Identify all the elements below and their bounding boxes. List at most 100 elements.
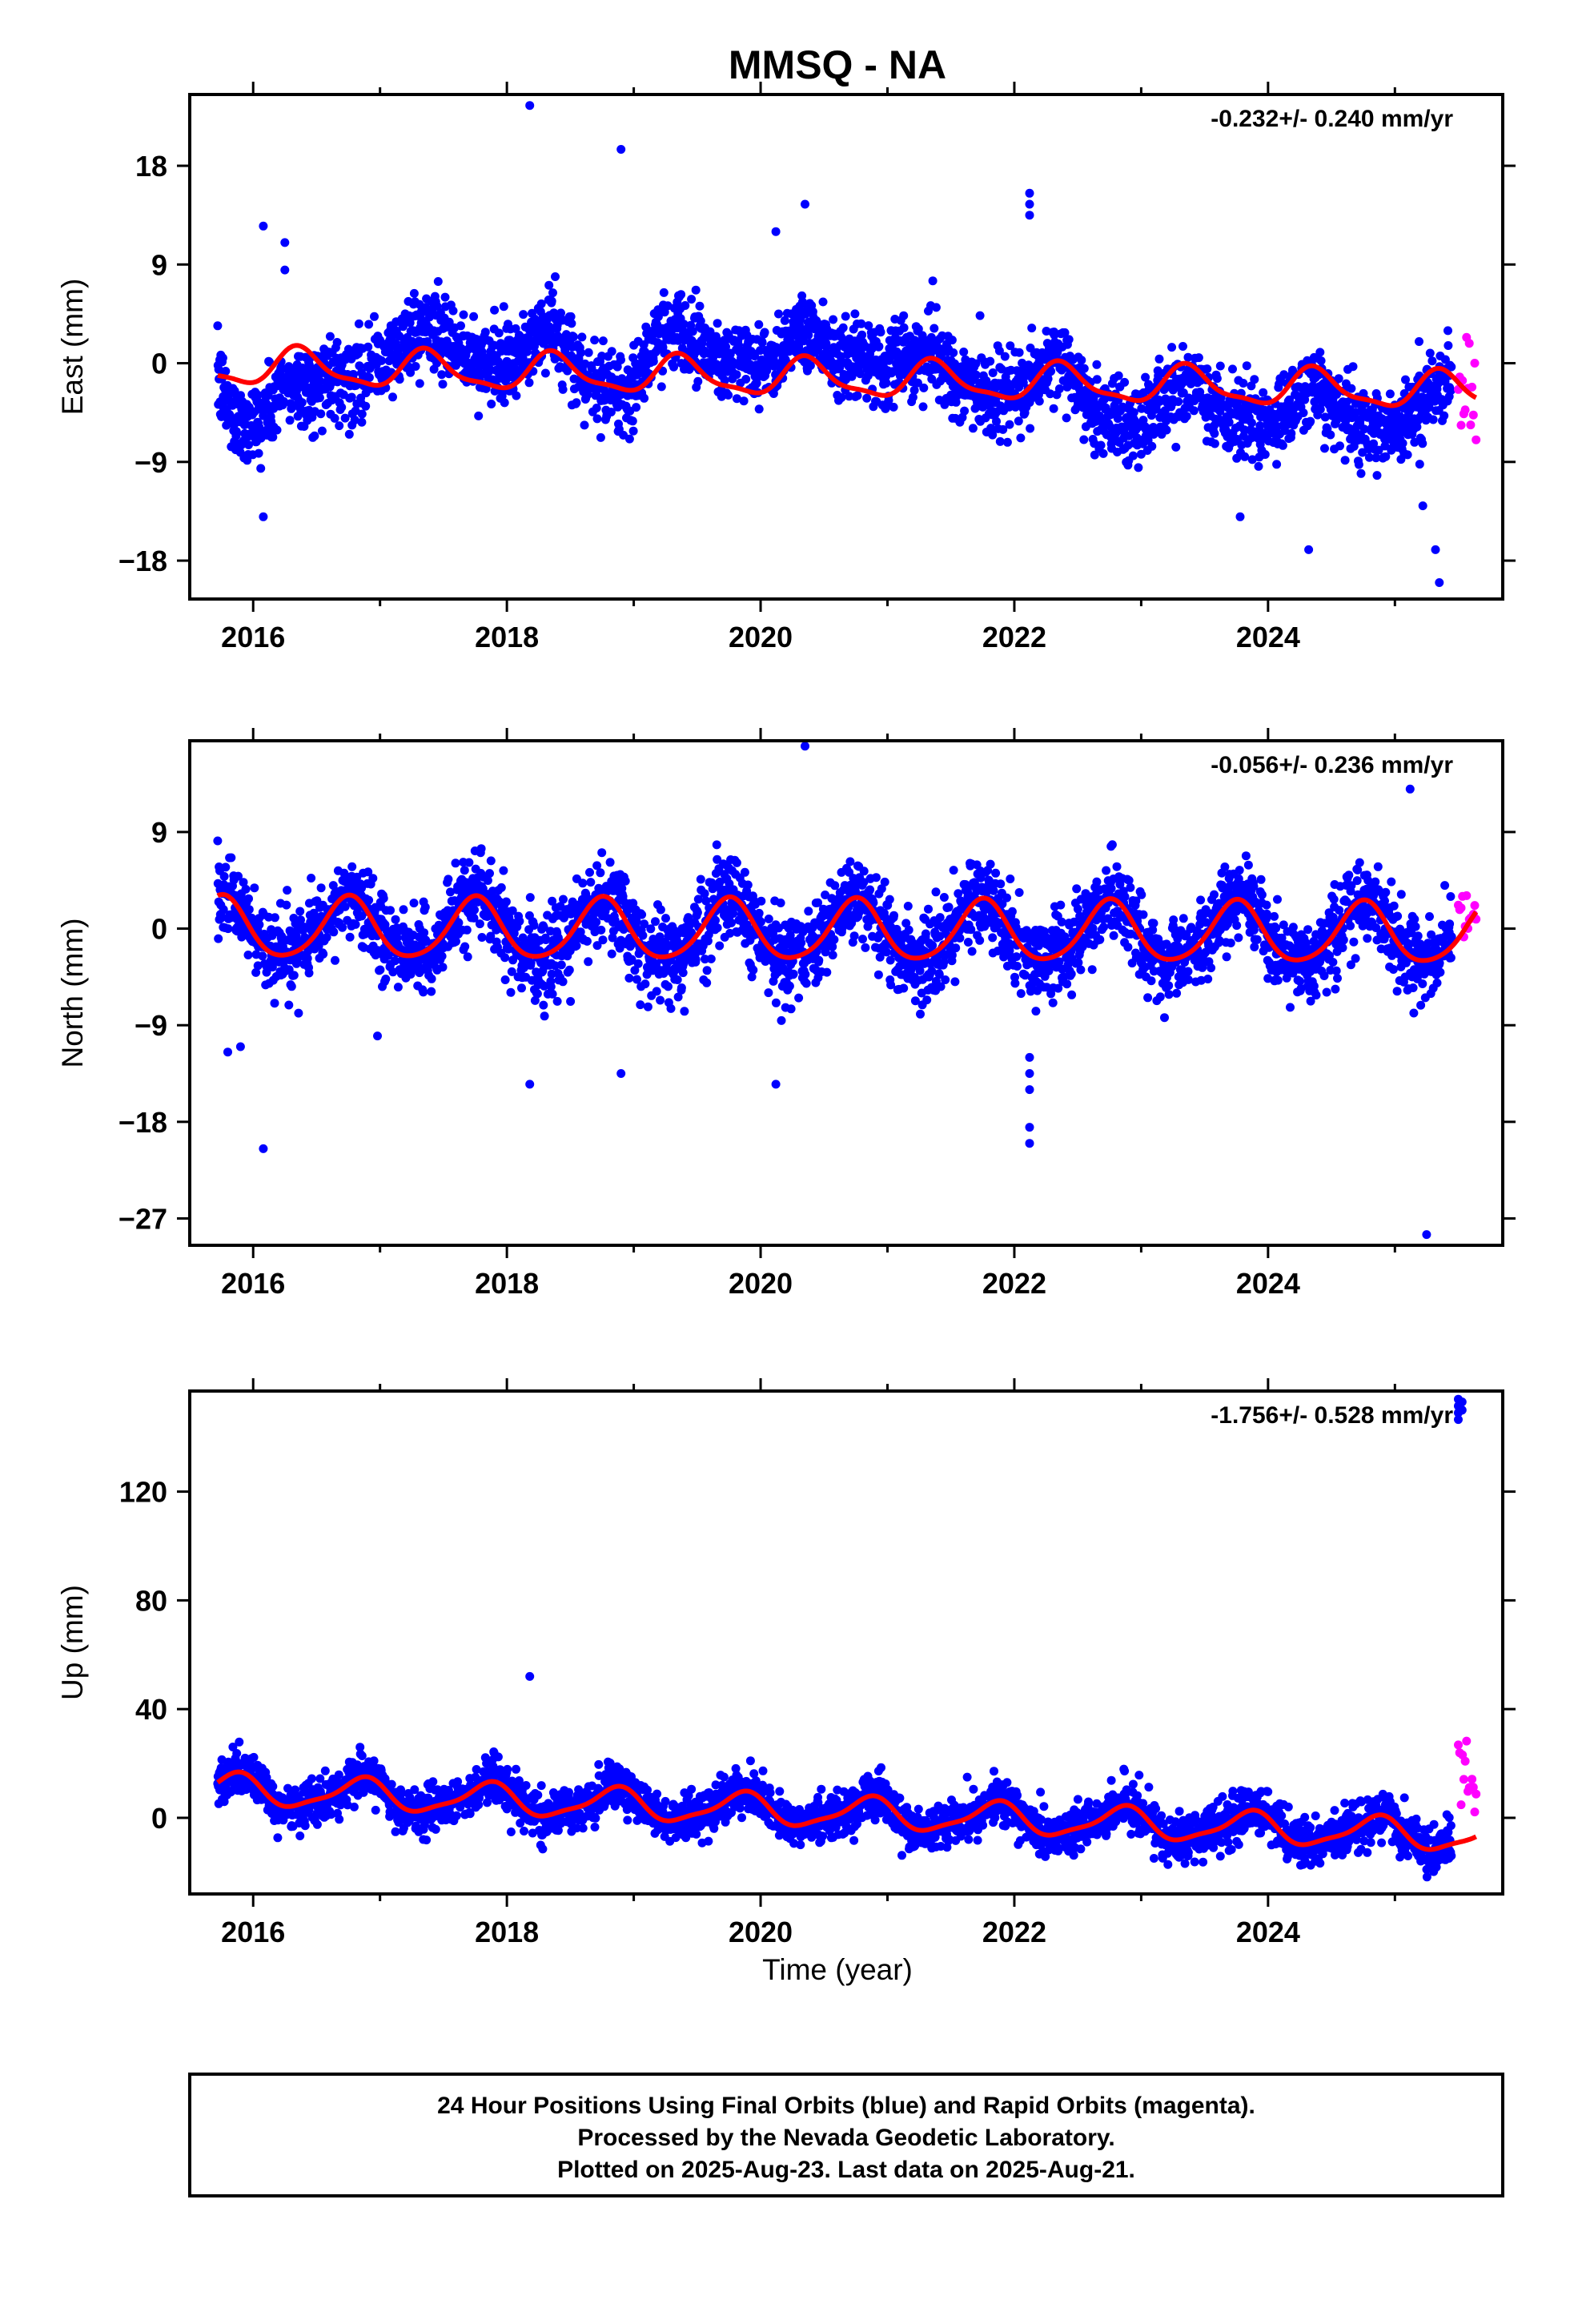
north-final-point xyxy=(931,887,941,897)
east-final-point xyxy=(344,429,354,439)
east-final-point xyxy=(1247,381,1256,391)
east-final-point xyxy=(332,338,342,347)
east-final-point xyxy=(1178,342,1187,351)
east-final-point xyxy=(357,417,367,427)
east-outlier-point xyxy=(259,221,268,231)
east-final-point xyxy=(474,411,484,420)
east-final-point xyxy=(968,424,978,433)
north-final-point xyxy=(316,883,326,893)
north-final-point xyxy=(740,867,749,877)
east-final-point xyxy=(1272,460,1282,469)
north-final-point xyxy=(596,868,605,878)
east-final-point xyxy=(919,383,929,392)
east-final-point xyxy=(1046,389,1055,399)
north-final-point xyxy=(460,942,470,951)
east-final-point xyxy=(477,338,487,348)
north-final-point xyxy=(352,872,362,882)
east-final-point xyxy=(1239,379,1248,388)
north-final-point xyxy=(319,949,328,959)
east-final-point xyxy=(567,319,576,328)
east-final-point xyxy=(679,320,689,329)
north-final-point xyxy=(267,963,277,972)
north-final-point xyxy=(873,970,883,979)
east-final-point xyxy=(244,440,253,449)
north-final-point xyxy=(678,968,688,978)
north-final-point xyxy=(446,887,455,897)
east-outlier-point xyxy=(1235,512,1245,521)
east-final-point xyxy=(1315,404,1325,414)
north-final-point xyxy=(749,965,758,975)
north-final-point xyxy=(296,915,305,925)
north-final-point xyxy=(951,943,961,953)
north-final-point xyxy=(420,903,430,912)
east-final-point xyxy=(632,403,641,412)
north-final-point xyxy=(381,975,391,983)
north-final-point xyxy=(345,932,355,942)
east-final-point xyxy=(986,424,996,433)
north-final-point xyxy=(922,995,932,1005)
east-final-point xyxy=(221,367,231,376)
north-final-point xyxy=(845,857,855,866)
east-final-point xyxy=(363,342,373,352)
north-final-point xyxy=(949,866,958,875)
east-final-point xyxy=(1194,353,1203,363)
east-outlier-point xyxy=(525,101,535,111)
north-final-point xyxy=(219,905,228,915)
north-final-point xyxy=(525,893,535,903)
y-tick-label: 0 xyxy=(151,348,167,380)
east-final-point xyxy=(899,323,909,332)
east-final-point xyxy=(975,311,985,320)
east-final-point xyxy=(1358,448,1367,457)
east-final-point xyxy=(1443,326,1452,336)
east-final-point xyxy=(375,336,384,345)
east-final-point xyxy=(1401,375,1410,384)
east-final-point xyxy=(1062,413,1071,423)
east-final-point xyxy=(1114,371,1123,380)
north-final-point xyxy=(804,907,813,916)
north-final-point xyxy=(652,987,661,996)
east-final-point xyxy=(569,332,578,342)
east-final-point xyxy=(653,312,663,321)
east-final-point xyxy=(364,373,374,382)
east-outlier-point xyxy=(280,238,290,247)
east-final-point xyxy=(279,396,288,406)
north-final-point xyxy=(304,968,314,978)
east-final-point xyxy=(677,290,686,300)
east-final-point xyxy=(524,378,534,388)
east-rapid-point xyxy=(1456,420,1466,430)
east-final-point xyxy=(316,409,326,419)
east-final-point xyxy=(547,296,556,306)
north-final-point xyxy=(939,893,949,902)
east-final-point xyxy=(899,311,909,320)
north-final-point xyxy=(584,957,593,967)
north-final-orbit-points xyxy=(213,742,1456,1240)
north-final-point xyxy=(251,967,261,977)
north-final-point xyxy=(814,955,824,965)
east-final-point xyxy=(590,336,600,345)
east-final-point xyxy=(889,402,898,412)
east-final-point xyxy=(469,312,479,321)
east-final-point xyxy=(592,404,601,412)
north-final-point xyxy=(214,934,223,943)
east-final-point xyxy=(317,426,327,436)
north-final-point xyxy=(393,983,403,992)
north-final-point xyxy=(903,902,913,911)
east-final-point xyxy=(757,338,767,348)
north-final-point xyxy=(924,904,933,914)
east-final-point xyxy=(607,347,616,356)
y-tick-label: 18 xyxy=(135,150,167,183)
north-final-point xyxy=(727,918,736,927)
east-final-point xyxy=(971,370,981,380)
east-final-point xyxy=(349,370,358,379)
north-final-point xyxy=(564,965,574,975)
east-final-point xyxy=(1064,335,1074,344)
east-final-point xyxy=(415,379,424,388)
east-final-point xyxy=(836,352,845,361)
east-final-point xyxy=(1428,415,1438,424)
east-outlier-point xyxy=(259,512,268,521)
east-final-point xyxy=(405,318,415,328)
north-final-point xyxy=(364,895,374,905)
east-final-point xyxy=(960,406,970,416)
east-final-point xyxy=(399,322,408,332)
